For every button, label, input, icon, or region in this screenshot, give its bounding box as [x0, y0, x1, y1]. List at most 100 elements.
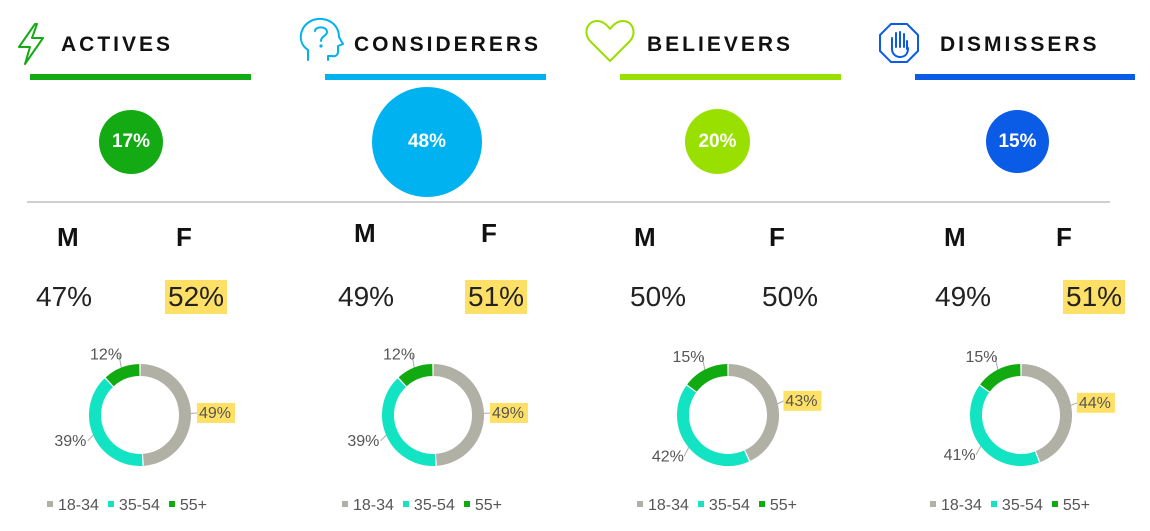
slice-label: 15%: [965, 349, 997, 366]
segment-underline: [325, 74, 546, 80]
legend-label: 18-34: [353, 497, 394, 514]
male-share: 49%: [935, 281, 992, 312]
age-legend: 18-34 35-54 55+: [342, 497, 511, 515]
share-bubble: 20%: [685, 109, 750, 174]
segment-title: DISMISSERS: [940, 33, 1100, 56]
donut-slice-18-34: [728, 364, 779, 461]
slice-label: 39%: [347, 433, 379, 450]
age-donut-believers: 43% 42% 15%: [652, 349, 822, 466]
segment-considerers: CONSIDERERS 48%: [290, 0, 580, 531]
share-bubble: 15%: [986, 110, 1049, 173]
gender-label-female: F: [481, 218, 497, 248]
slice-label-highlight: [196, 402, 235, 423]
legend-swatch: [697, 500, 704, 507]
age-donut-considerers: 49% 39% 12%: [347, 347, 528, 466]
female-share: 52%: [165, 280, 228, 314]
legend-swatch: [463, 500, 470, 507]
legend-item: 18-34: [342, 497, 394, 515]
label-leader-line: [411, 354, 415, 368]
share-bubble: 17%: [99, 110, 163, 174]
female-share: 50%: [762, 281, 819, 312]
segment-title: BELIEVERS: [647, 33, 794, 56]
female-share: 51%: [1063, 280, 1126, 314]
legend-item: 55+: [1051, 497, 1090, 515]
segment-header: CONSIDERERS: [290, 14, 580, 74]
legend-swatch: [758, 500, 765, 507]
segment-header: DISMISSERS: [860, 14, 1150, 74]
segment-underline: [30, 74, 251, 80]
donut-slice-18-34: [140, 364, 191, 466]
donut-slice-55+: [105, 364, 140, 387]
heart-icon: [584, 18, 635, 68]
legend-swatch: [402, 500, 409, 507]
label-leader-line: [1070, 402, 1078, 406]
stop-hand-icon: [878, 22, 928, 72]
donut-slice-55+: [980, 364, 1021, 392]
legend-item: 55+: [463, 497, 502, 515]
segment-title: ACTIVES: [61, 33, 174, 56]
age-legend: 18-34 35-54 55+: [637, 497, 806, 515]
segment-underline: [915, 74, 1135, 80]
legend-item: 35-54: [990, 497, 1043, 515]
label-leader-line: [975, 446, 982, 456]
donut-slice-18-34: [433, 364, 484, 466]
age-donut-actives: 49% 39% 12%: [54, 347, 235, 466]
legend-item: 18-34: [47, 497, 99, 515]
legend-label: 35-54: [413, 497, 455, 514]
label-leader-line: [994, 356, 999, 370]
slice-label: 15%: [672, 349, 704, 366]
label-leader-line: [777, 400, 784, 405]
lightning-icon: [14, 22, 64, 72]
legend-item: 18-34: [637, 497, 689, 515]
donut-slice-35-54: [677, 385, 750, 466]
legend-item: 18-34: [930, 497, 982, 515]
male-share: 49%: [338, 281, 395, 312]
legend-label: 55+: [474, 497, 502, 514]
legend-swatch: [930, 500, 936, 507]
donut-slice-55+: [398, 364, 433, 387]
legend-label: 55+: [1062, 497, 1090, 514]
slice-label: 39%: [54, 433, 86, 450]
legend-label: 18-34: [648, 497, 689, 514]
label-leader-line: [87, 434, 94, 442]
legend-item: 35-54: [402, 497, 455, 515]
gender-label-male: M: [634, 222, 656, 252]
gender-label-female: F: [176, 222, 192, 252]
segment-header: ACTIVES: [0, 14, 290, 74]
legend-swatch: [107, 500, 114, 507]
age-legend: 18-34 35-54 55+: [47, 497, 216, 515]
donut-slice-35-54: [970, 385, 1040, 466]
legend-label: 35-54: [1001, 497, 1043, 514]
label-leader-line: [701, 356, 706, 370]
legend-label: 35-54: [118, 497, 160, 514]
legend-label: 55+: [179, 497, 207, 514]
segment-dismissers: DISMISSERS 15%: [860, 0, 1150, 531]
legend-swatch: [637, 500, 643, 507]
legend-label: 55+: [769, 497, 797, 514]
gender-label-male: M: [57, 222, 79, 252]
slice-label: 43%: [785, 393, 817, 410]
slice-label: 42%: [652, 448, 684, 465]
segment-underline: [620, 74, 841, 80]
label-leader-line: [683, 447, 690, 457]
label-leader-line: [118, 354, 122, 368]
slice-label: 12%: [383, 347, 415, 364]
legend-item: 35-54: [697, 497, 750, 515]
gender-label-male: M: [354, 218, 376, 248]
slice-label: 49%: [492, 405, 524, 422]
gender-label-female: F: [769, 222, 785, 252]
gender-label-female: F: [1056, 222, 1072, 252]
donut-slice-35-54: [382, 378, 436, 466]
legend-swatch: [342, 500, 348, 507]
segment-header: BELIEVERS: [580, 14, 870, 74]
slice-label: 49%: [199, 405, 231, 422]
legend-item: 55+: [758, 497, 797, 515]
age-legend: 18-34 35-54 55+: [930, 497, 1099, 515]
section-divider: [27, 201, 1110, 203]
gender-label-male: M: [944, 222, 966, 252]
age-donut-dismissers: 44% 41% 15%: [944, 349, 1115, 466]
donut-slice-35-54: [89, 378, 143, 466]
female-share: 51%: [465, 280, 528, 314]
legend-swatch: [47, 500, 53, 507]
donut-slice-18-34: [1021, 364, 1072, 463]
